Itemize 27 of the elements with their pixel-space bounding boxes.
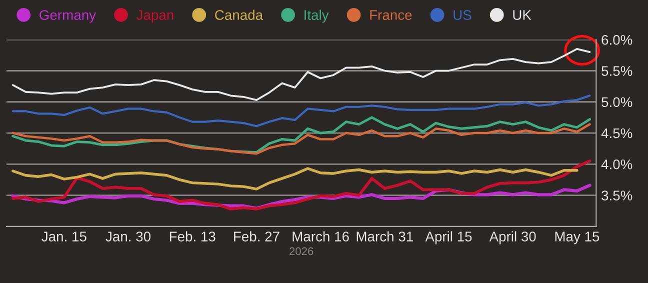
x-axis-title: 2026	[290, 247, 314, 256]
x-tick-label: March 31	[356, 231, 413, 242]
y-tick-label: 6.0%	[602, 34, 632, 45]
x-tick-label: Jan. 15	[42, 232, 86, 242]
x-tick-label: March 16	[292, 231, 349, 242]
line-series	[12, 167, 578, 190]
x-tick-label: May 15	[555, 232, 600, 244]
legend-label: UK	[513, 10, 532, 20]
legend-label: France	[370, 10, 412, 20]
legend-label: Italy	[304, 10, 329, 23]
legend-label: US	[454, 10, 472, 20]
x-tick-label: Feb. 27	[234, 231, 280, 242]
x-tick-label: Jan. 30	[106, 232, 150, 242]
y-tick-label: 5.5%	[602, 66, 632, 76]
x-tick-label: April 15	[425, 231, 472, 244]
line-series	[11, 160, 592, 210]
line-series	[12, 94, 591, 128]
legend-label: Germany	[40, 10, 96, 23]
y-tick-label: 5.0%	[602, 97, 632, 108]
y-tick-label: 4.0%	[601, 159, 632, 170]
legend-label: Canada	[215, 10, 264, 20]
x-tick-label: April 30	[489, 231, 536, 244]
y-tick-label: 4.5%	[601, 128, 632, 138]
x-tick-label: Feb. 13	[170, 231, 216, 242]
legend-label: Japan	[136, 10, 174, 23]
y-tick-label: 3.5%	[602, 190, 632, 200]
line-series	[12, 123, 591, 155]
